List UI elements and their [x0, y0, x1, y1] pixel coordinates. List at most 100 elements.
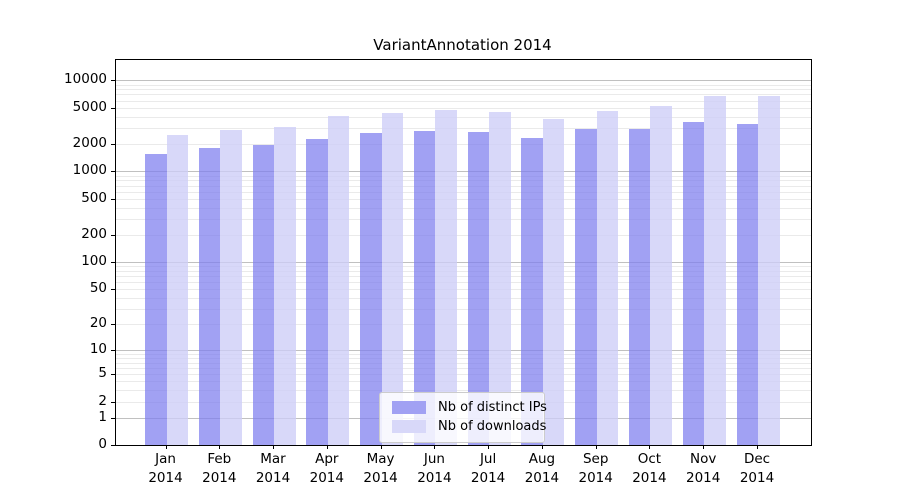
- bar-downloads: [542, 119, 565, 445]
- bar-downloads: [220, 129, 242, 445]
- gridline-minor: [116, 390, 811, 392]
- y-tick-mark: [111, 80, 115, 82]
- x-tick-mark: [326, 445, 328, 449]
- bar-downloads: [704, 96, 726, 445]
- gridline-major: [116, 350, 811, 352]
- gridline-minor: [116, 100, 811, 102]
- y-tick-label: 10000: [64, 71, 107, 88]
- x-tick-mark: [595, 445, 597, 449]
- y-tick-label: 20: [89, 315, 107, 332]
- x-axis: Jan 2014 Feb 2014 Mar 2014 Apr 2014 May 2014…: [115, 445, 812, 500]
- gridline-minor: [116, 128, 811, 129]
- x-tick-label: Jul 2014: [470, 451, 506, 486]
- y-tick-mark: [111, 262, 115, 264]
- y-tick-mark: [111, 235, 115, 236]
- bar-downloads: [274, 127, 296, 445]
- x-tick-label: Dec 2014: [739, 451, 775, 486]
- gridline-minor: [116, 374, 811, 376]
- gridline-minor: [116, 381, 811, 383]
- gridline-minor: [116, 207, 811, 209]
- gridline-minor: [116, 309, 811, 310]
- gridline-minor: [116, 289, 811, 291]
- y-tick-mark: [111, 401, 115, 403]
- gridline-minor: [116, 298, 811, 299]
- gridline-minor: [116, 271, 811, 272]
- bar-downloads: [650, 106, 672, 445]
- y-tick-mark: [111, 445, 115, 446]
- y-tick-label: 0: [98, 436, 107, 452]
- y-tick-label: 1: [98, 408, 107, 425]
- y-tick-mark: [111, 171, 115, 173]
- gridline-minor: [116, 276, 811, 278]
- y-tick-label: 10: [89, 341, 107, 358]
- bar-distinct-ips: [682, 121, 705, 445]
- bar-downloads: [381, 112, 404, 445]
- y-tick-mark: [111, 144, 115, 145]
- x-tick-label: Aug 2014: [524, 451, 560, 486]
- gridline-major: [116, 80, 811, 82]
- chart-title: VariantAnnotation 2014: [373, 36, 552, 54]
- x-tick-mark: [488, 445, 490, 449]
- gridline-minor: [116, 266, 811, 268]
- x-tick-label: Feb 2014: [202, 451, 237, 486]
- legend-entry-distinct-ips: Nb of distinct IPs: [392, 398, 547, 417]
- x-tick-label: Apr 2014: [309, 451, 344, 486]
- legend-swatch-downloads-icon: [392, 420, 426, 433]
- gridline-minor: [116, 358, 811, 359]
- bar-downloads: [489, 112, 511, 445]
- gridline-minor: [116, 353, 811, 355]
- gridline-minor: [116, 116, 811, 118]
- y-tick-mark: [111, 417, 115, 419]
- bar-downloads: [327, 115, 350, 445]
- legend-swatch-distinct-ips-icon: [392, 401, 426, 414]
- gridline-major: [116, 171, 811, 173]
- gridline-minor: [116, 84, 811, 86]
- bar-distinct-ips: [252, 145, 274, 445]
- x-tick-mark: [541, 445, 543, 449]
- x-tick-mark: [649, 445, 651, 449]
- y-tick-label: 5000: [72, 98, 107, 115]
- x-tick-mark: [273, 445, 274, 449]
- bar-distinct-ips: [145, 153, 167, 445]
- y-axis: 0 1 2 5 10 20 50 100 200 500 1000 2000 5000 10000: [0, 59, 107, 452]
- x-tick-mark: [757, 445, 758, 449]
- bar-distinct-ips: [413, 131, 436, 445]
- x-tick-label: Jun 2014: [417, 451, 452, 486]
- x-tick-label: Mar 2014: [255, 451, 291, 486]
- gridline-minor: [116, 175, 811, 177]
- y-tick-label: 50: [89, 280, 107, 297]
- bar-distinct-ips: [467, 132, 490, 445]
- bar-distinct-ips: [628, 128, 651, 445]
- bar-distinct-ips: [198, 147, 221, 445]
- y-tick-label: 200: [81, 226, 107, 242]
- gridline-minor: [116, 324, 811, 326]
- y-tick-mark: [111, 289, 115, 291]
- bar-downloads: [758, 96, 780, 445]
- gridline-minor: [116, 94, 811, 96]
- y-tick-mark: [111, 374, 115, 376]
- gridline-minor: [116, 367, 811, 369]
- y-tick-label: 2: [98, 392, 107, 409]
- gridline-minor: [116, 180, 811, 182]
- x-tick-label: May 2014: [363, 451, 398, 486]
- x-tick-label: Oct 2014: [632, 451, 667, 486]
- gridline-minor: [116, 191, 811, 193]
- x-tick-mark: [703, 445, 705, 449]
- legend-entry-downloads: Nb of downloads: [392, 417, 546, 436]
- gridline-minor: [116, 144, 811, 145]
- bar-distinct-ips: [306, 138, 328, 445]
- gridline-minor: [116, 235, 811, 236]
- legend-label-distinct-ips: Nb of distinct IPs: [438, 400, 547, 415]
- gridline-minor: [116, 362, 811, 364]
- x-tick-label: Sep 2014: [578, 451, 613, 486]
- y-tick-label: 1000: [72, 162, 107, 179]
- plot-area: Nb of distinct IPs Nb of downloads: [111, 59, 812, 446]
- bar-distinct-ips: [736, 124, 758, 445]
- y-tick-mark: [111, 350, 115, 352]
- gridline-minor: [116, 185, 811, 187]
- gridline-minor: [116, 198, 811, 200]
- y-tick-label: 2000: [72, 135, 107, 151]
- x-tick-mark: [434, 445, 436, 449]
- legend-label-downloads: Nb of downloads: [438, 419, 547, 434]
